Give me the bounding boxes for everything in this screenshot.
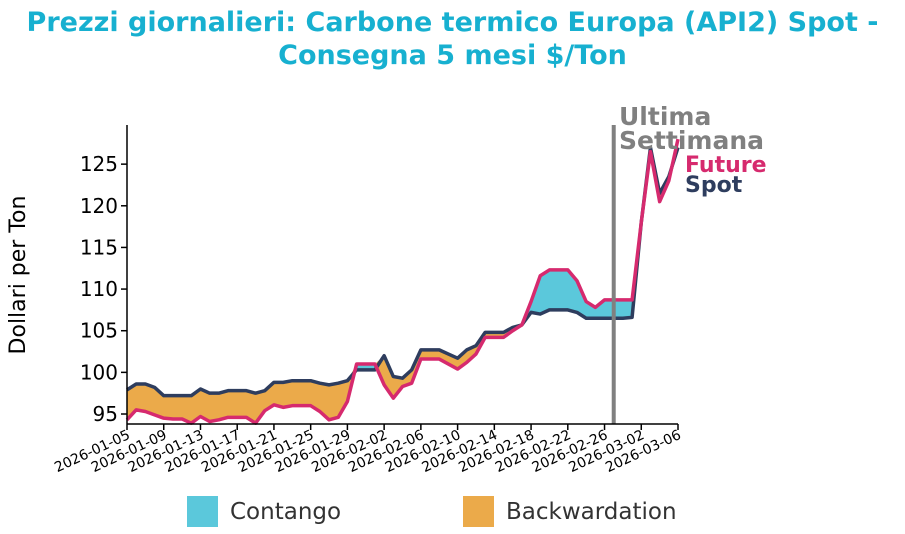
chart-title-line1: Prezzi giornalieri: Carbone termico Euro… [26, 7, 879, 38]
backwardation-area [127, 139, 678, 424]
y-tick-label: 110 [80, 277, 118, 301]
chart-title: Prezzi giornalieri: Carbone termico Euro… [0, 6, 905, 72]
backwardation-swatch [463, 496, 494, 527]
chart-title-line2: Consegna 5 mesi $/Ton [278, 40, 627, 71]
legend-backwardation: Backwardation [463, 496, 677, 527]
legend-contango-label: Contango [230, 498, 342, 525]
spot-series-label: Spot [685, 173, 743, 198]
legend-contango: Contango [187, 496, 341, 527]
spot-line [126, 145, 680, 398]
y-tick-label: 125 [80, 152, 118, 176]
annotation-line2: Settimana [619, 126, 764, 155]
y-tick-label: 95 [93, 402, 118, 426]
y-tick-label: 100 [80, 360, 118, 384]
y-axis-label: Dollari per Ton [6, 196, 31, 355]
y-tick-label: 105 [80, 319, 118, 343]
y-tick-label: 120 [80, 194, 118, 218]
contango-swatch [187, 496, 218, 527]
future-series-label: Future [685, 153, 767, 178]
contango-area [127, 139, 678, 396]
y-tick-label: 115 [80, 235, 118, 259]
future-line [125, 138, 680, 425]
annotation-line1: Ultima [619, 102, 711, 131]
legend-backwardation-label: Backwardation [506, 498, 677, 525]
